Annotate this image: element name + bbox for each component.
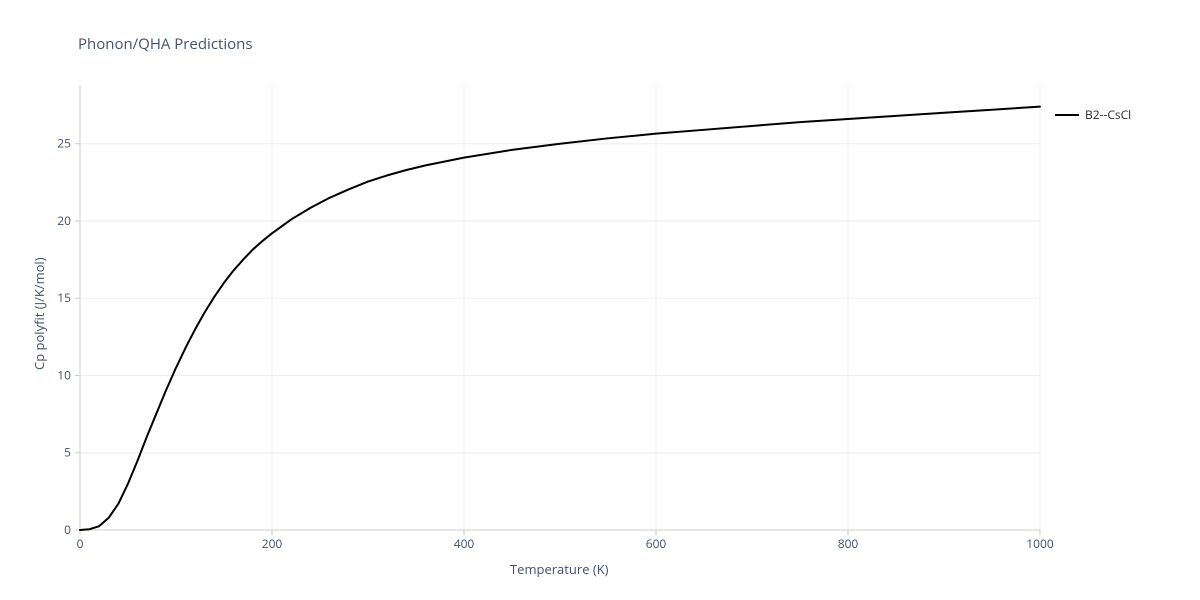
chart-svg: 0 200 400 600 800 1000 0 5 10 15 20 25 [0, 0, 1200, 600]
svg-text:200: 200 [262, 535, 283, 552]
svg-text:10: 10 [57, 366, 71, 383]
svg-text:25: 25 [57, 135, 71, 152]
x-axis-label: Temperature (K) [510, 560, 609, 578]
svg-text:15: 15 [57, 289, 71, 306]
svg-text:5: 5 [64, 444, 71, 461]
svg-text:600: 600 [646, 535, 667, 552]
chart-container: Phonon/QHA Predictions 02004006008001000… [0, 0, 1200, 600]
legend-swatch-0 [1055, 114, 1079, 116]
svg-text:800: 800 [838, 535, 859, 552]
legend[interactable]: B2--CsCl [1055, 106, 1131, 123]
svg-text:0: 0 [77, 535, 84, 552]
svg-text:20: 20 [57, 212, 71, 229]
svg-text:400: 400 [454, 535, 475, 552]
y-axis-label: Cp polyfit (J/K/mol) [30, 257, 48, 370]
svg-text:0: 0 [64, 521, 71, 538]
legend-label-0: B2--CsCl [1085, 106, 1131, 123]
svg-text:1000: 1000 [1026, 535, 1054, 552]
